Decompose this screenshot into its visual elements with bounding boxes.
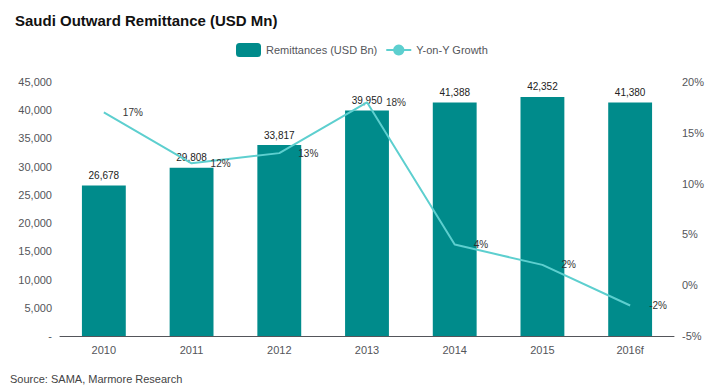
svg-text:25,000: 25,000 xyxy=(18,189,52,201)
svg-text:-5%: -5% xyxy=(682,330,702,342)
svg-text:17%: 17% xyxy=(123,107,143,118)
svg-text:Saudi Outward Remittance (USD: Saudi Outward Remittance (USD Mn) xyxy=(15,12,278,29)
svg-text:Y-on-Y Growth: Y-on-Y Growth xyxy=(416,44,488,56)
svg-text:35,000: 35,000 xyxy=(18,132,52,144)
svg-text:40,000: 40,000 xyxy=(18,104,52,116)
svg-text:15,000: 15,000 xyxy=(18,245,52,257)
svg-text:4%: 4% xyxy=(474,239,489,250)
svg-text:Source: SAMA, Marmore Research: Source: SAMA, Marmore Research xyxy=(10,373,182,385)
svg-text:42,352: 42,352 xyxy=(527,81,558,92)
svg-text:13%: 13% xyxy=(298,148,318,159)
svg-text:10%: 10% xyxy=(682,178,704,190)
svg-text:2%: 2% xyxy=(561,259,576,270)
svg-text:5,000: 5,000 xyxy=(24,302,52,314)
svg-text:18%: 18% xyxy=(386,97,406,108)
svg-text:20%: 20% xyxy=(682,76,704,88)
svg-text:2016f: 2016f xyxy=(616,344,644,356)
svg-text:12%: 12% xyxy=(211,158,231,169)
svg-text:29,808: 29,808 xyxy=(176,152,207,164)
svg-text:2014: 2014 xyxy=(442,344,466,356)
svg-text:41,388: 41,388 xyxy=(439,87,470,98)
svg-text:15%: 15% xyxy=(682,127,704,139)
svg-text:-2%: -2% xyxy=(649,300,667,311)
svg-text:2012: 2012 xyxy=(267,344,291,356)
svg-text:45,000: 45,000 xyxy=(18,76,52,88)
svg-text:26,678: 26,678 xyxy=(89,170,120,181)
svg-text:Remittances (USD Bn): Remittances (USD Bn) xyxy=(266,44,377,56)
svg-text:10,000: 10,000 xyxy=(18,274,52,286)
svg-text:2011: 2011 xyxy=(180,344,204,356)
svg-text:2013: 2013 xyxy=(355,344,379,356)
svg-text:5%: 5% xyxy=(682,228,698,240)
svg-text:30,000: 30,000 xyxy=(18,161,52,173)
svg-text:2010: 2010 xyxy=(92,344,116,356)
svg-text:33,817: 33,817 xyxy=(264,130,295,141)
svg-text:39,950: 39,950 xyxy=(351,95,383,106)
svg-text:20,000: 20,000 xyxy=(18,217,52,229)
svg-text:-: - xyxy=(48,330,52,342)
svg-text:0%: 0% xyxy=(682,279,698,291)
svg-text:41,380: 41,380 xyxy=(615,87,646,98)
svg-text:2015: 2015 xyxy=(530,344,554,356)
